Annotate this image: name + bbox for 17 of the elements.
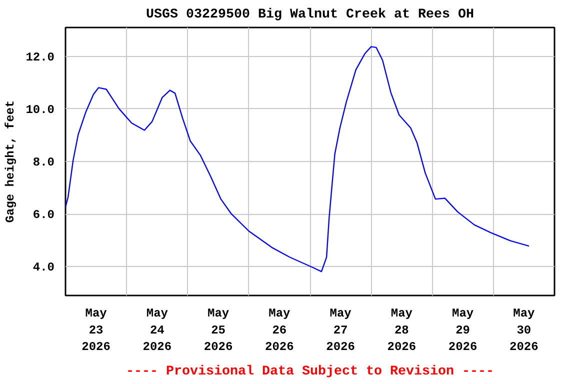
x-tick-label: May 29 2026 xyxy=(448,306,478,354)
x-tick-label: May 24 2026 xyxy=(142,306,172,354)
y-axis-title: Gage height, feet xyxy=(4,100,18,223)
y-tick-label: 6.0 xyxy=(32,208,55,222)
x-tick-label: May 26 2026 xyxy=(265,306,294,354)
y-tick-label: 4.0 xyxy=(32,260,55,275)
text: ---- Provisional Data Subject to Revision ---- xyxy=(126,364,494,380)
x-tick-label: May 28 2026 xyxy=(387,306,416,354)
x-tick-label: May 23 2026 xyxy=(82,306,110,354)
x-tick-label: May 27 2026 xyxy=(326,306,355,354)
y-tick-label: 12.0 xyxy=(26,50,55,64)
y-tick-label: 10.0 xyxy=(26,102,55,117)
chart-title: USGS 03229500 Big Walnut Creek at Rees OH xyxy=(146,8,474,22)
x-tick-label: May 25 2026 xyxy=(204,306,233,354)
x-tick-label: May 30 2026 xyxy=(510,306,538,354)
line-series xyxy=(66,46,530,272)
y-tick-label: 8.0 xyxy=(32,156,55,170)
